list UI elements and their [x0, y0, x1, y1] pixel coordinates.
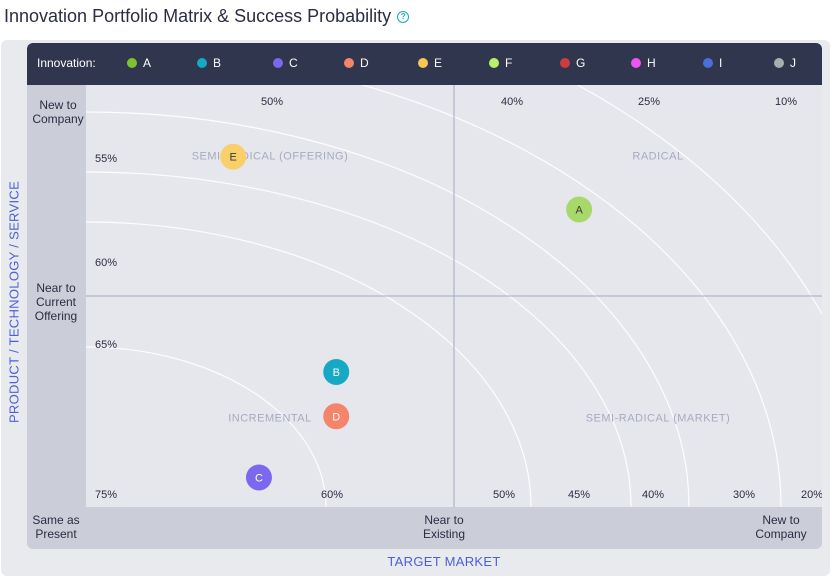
question-circle-icon[interactable]: ? [397, 10, 410, 23]
probability-label: 75% [95, 489, 117, 501]
innovation-point-b [323, 358, 350, 385]
probability-label: 40% [642, 489, 664, 501]
legend-item-b[interactable]: B [197, 56, 221, 70]
legend-bar: Innovation: A B C D E F G H I J [27, 43, 822, 85]
innovation-point-label: B [333, 367, 340, 379]
probability-label: 45% [568, 489, 590, 501]
quadrant-label: SEMI-RADICAL (OFFERING) [192, 151, 349, 163]
legend-dot-icon [418, 58, 428, 68]
innovation-point-a [566, 196, 593, 223]
legend-item-e[interactable]: E [418, 56, 442, 70]
innovation-point-e [220, 143, 247, 170]
y-label-new-to-company: New to Company [32, 98, 84, 126]
legend-dot-icon [631, 58, 641, 68]
legend-item-a[interactable]: A [127, 56, 151, 70]
matrix-plot: SEMI-RADICAL (OFFERING) RADICAL INCREMENTA… [86, 85, 822, 507]
legend-label: G [576, 56, 586, 70]
legend-dot-icon [774, 58, 784, 68]
legend-dot-icon [127, 58, 137, 68]
quadrant-label: RADICAL [632, 151, 683, 163]
legend-item-f[interactable]: F [489, 56, 512, 70]
y-label-same-as-present: Same as Present [32, 513, 80, 541]
innovation-point-c [245, 464, 272, 491]
quadrant-label: SEMI-RADICAL (MARKET) [586, 413, 731, 425]
legend-label: A [143, 56, 152, 70]
legend-dot-icon [344, 58, 354, 68]
legend-label: F [505, 56, 513, 70]
legend-dot-icon [703, 58, 713, 68]
x-label-new-to-company: New to Company [755, 513, 807, 541]
legend-item-g[interactable]: G [560, 56, 585, 70]
legend-label: J [790, 56, 796, 70]
probability-label: 60% [95, 257, 117, 269]
legend-label: C [289, 56, 298, 70]
innovation-point-label: E [230, 152, 237, 164]
innovation-point-label: A [575, 204, 583, 216]
probability-label: 30% [733, 489, 755, 501]
probability-contour [86, 171, 632, 507]
probability-label: 50% [493, 489, 515, 501]
probability-label: 65% [95, 339, 117, 351]
probability-label: 10% [775, 96, 797, 108]
legend-item-h[interactable]: H [631, 56, 656, 70]
x-axis-row [27, 507, 822, 549]
x-label-near-to-existing: Near to Existing [422, 513, 466, 541]
probability-contour [360, 85, 782, 507]
legend-label: B [213, 56, 222, 70]
probability-contour [86, 346, 327, 507]
innovation-point-label: D [332, 411, 340, 423]
legend-title: Innovation: [37, 56, 96, 70]
legend-dot-icon [273, 58, 283, 68]
probability-label: 25% [638, 96, 660, 108]
probability-contour [86, 111, 690, 507]
legend-label: D [360, 56, 369, 70]
legend-item-d[interactable]: D [344, 56, 369, 70]
page-title: Innovation Portfolio Matrix & Success Pr… [4, 6, 410, 27]
y-axis-title: PRODUCT / TECHNOLOGY / SERVICE [6, 180, 22, 424]
legend-item-i[interactable]: I [703, 56, 722, 70]
legend-label: I [719, 56, 723, 70]
probability-label: 20% [801, 489, 822, 501]
x-axis-title: TARGET MARKET [387, 554, 501, 569]
probability-label: 40% [501, 96, 523, 108]
y-axis-column [27, 85, 86, 507]
legend-dot-icon [197, 58, 207, 68]
title-text: Innovation Portfolio Matrix & Success Pr… [4, 6, 392, 26]
innovation-point-label: C [255, 472, 263, 484]
probability-label: 55% [95, 153, 117, 165]
innovation-point-d [323, 403, 350, 430]
probability-label: 60% [321, 489, 343, 501]
legend-dot-icon [560, 58, 570, 68]
quadrant-label: INCREMENTAL [228, 413, 312, 425]
legend-item-c[interactable]: C [273, 56, 298, 70]
legend-item-j[interactable]: J [774, 56, 796, 70]
y-label-near-to-current: Near to Current Offering [34, 281, 78, 323]
probability-contour [576, 85, 822, 316]
legend-label: H [647, 56, 656, 70]
probability-contour [86, 221, 532, 507]
probability-label: 50% [261, 96, 283, 108]
legend-label: E [434, 56, 443, 70]
legend-dot-icon [489, 58, 499, 68]
